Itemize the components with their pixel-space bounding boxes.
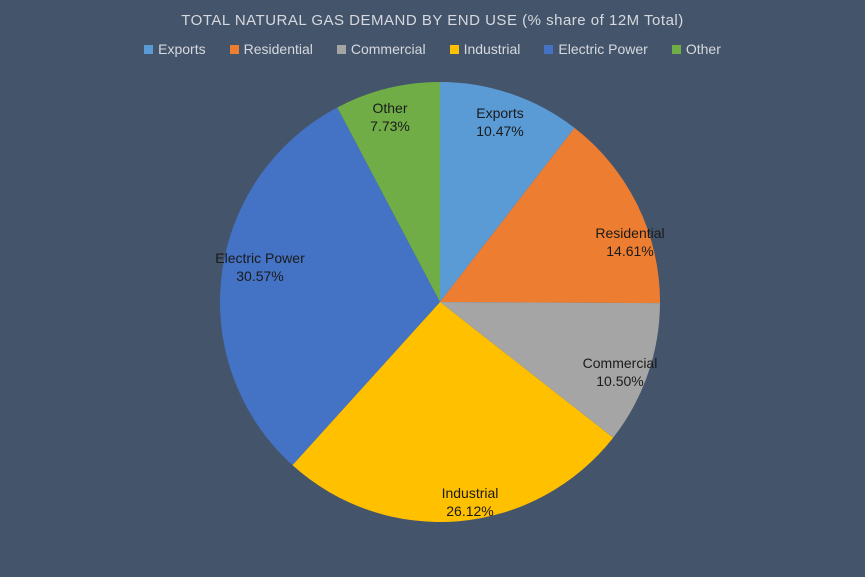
slice-label-name: Commercial [583, 354, 658, 372]
legend-label: Other [686, 41, 721, 57]
slice-label-name: Other [370, 99, 410, 117]
legend-swatch [672, 45, 681, 54]
legend-label: Residential [244, 41, 313, 57]
slice-label-name: Industrial [442, 484, 499, 502]
legend: Exports Residential Commercial Industrial El… [8, 41, 857, 57]
slice-label-name: Residential [595, 224, 664, 242]
slice-label: Exports10.47% [476, 104, 523, 140]
chart-title: TOTAL NATURAL GAS DEMAND BY END USE (% s… [8, 12, 857, 29]
legend-item: Residential [230, 41, 313, 57]
legend-label: Exports [158, 41, 205, 57]
chart-container: TOTAL NATURAL GAS DEMAND BY END USE (% s… [0, 0, 865, 577]
slice-label: Electric Power30.57% [215, 249, 304, 285]
pie-svg [8, 67, 865, 537]
slice-label: Residential14.61% [595, 224, 664, 260]
legend-label: Commercial [351, 41, 426, 57]
legend-swatch [337, 45, 346, 54]
legend-swatch [144, 45, 153, 54]
legend-item: Commercial [337, 41, 426, 57]
legend-label: Industrial [464, 41, 521, 57]
legend-swatch [450, 45, 459, 54]
slice-label: Other7.73% [370, 99, 410, 135]
slice-label: Industrial26.12% [442, 484, 499, 520]
legend-item: Industrial [450, 41, 521, 57]
legend-item: Electric Power [544, 41, 647, 57]
slice-label-name: Exports [476, 104, 523, 122]
legend-swatch [230, 45, 239, 54]
slice-label: Commercial10.50% [583, 354, 658, 390]
slice-label-percent: 26.12% [442, 502, 499, 520]
slice-label-name: Electric Power [215, 249, 304, 267]
legend-item: Exports [144, 41, 205, 57]
slice-label-percent: 10.47% [476, 122, 523, 140]
legend-label: Electric Power [558, 41, 647, 57]
slice-label-percent: 7.73% [370, 117, 410, 135]
slice-label-percent: 30.57% [215, 267, 304, 285]
legend-swatch [544, 45, 553, 54]
pie-area: Exports10.47% Residential14.61% Commercial… [8, 67, 857, 537]
slice-label-percent: 14.61% [595, 242, 664, 260]
legend-item: Other [672, 41, 721, 57]
slice-label-percent: 10.50% [583, 372, 658, 390]
